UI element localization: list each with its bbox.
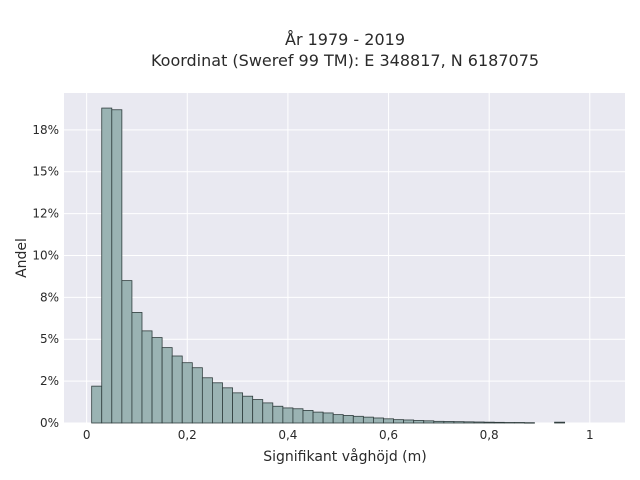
- histogram-bar: [262, 402, 274, 424]
- histogram-bar: [403, 419, 415, 424]
- y-tick-label: 10%: [32, 248, 59, 262]
- y-tick-label: 0%: [40, 416, 59, 430]
- histogram-bar: [171, 355, 183, 424]
- histogram-bar: [322, 412, 334, 424]
- y-tick-label: 5%: [40, 332, 59, 346]
- x-axis-label: Signifikant våghöjd (m): [263, 448, 426, 465]
- y-axis-label: Andel: [14, 238, 30, 278]
- histogram-bar: [292, 408, 304, 424]
- histogram-bar: [523, 422, 535, 424]
- y-tick-label: 8%: [40, 290, 59, 304]
- histogram-bar: [232, 392, 244, 424]
- histogram-bar: [131, 312, 143, 424]
- histogram-bar: [201, 377, 213, 424]
- histogram-bar: [423, 420, 435, 424]
- tick-labels: 0% 2% 5% 8% 10% 12% 15% 18% 0 0,2 0,4 0,6 0,8 1: [32, 123, 593, 442]
- y-tick-label: 18%: [32, 123, 59, 137]
- histogram-bar: [302, 410, 314, 424]
- histogram-bar: [111, 109, 123, 424]
- histogram-bar: [91, 385, 103, 424]
- histogram-bar: [503, 422, 515, 424]
- histogram-bar: [242, 395, 254, 424]
- histogram-bar: [413, 420, 425, 424]
- histogram-bar: [463, 421, 475, 424]
- histogram-bar: [181, 362, 193, 424]
- histogram-bar: [513, 422, 525, 424]
- chart-title-line2: Koordinat (Sweref 99 TM): E 348817, N 61…: [151, 51, 539, 70]
- histogram-bar: [312, 411, 324, 424]
- histogram-bar: [493, 421, 505, 424]
- x-tick-label: 0,2: [178, 428, 197, 442]
- histogram-bar: [373, 417, 384, 424]
- histogram-bars: [91, 107, 566, 424]
- histogram-bar: [101, 107, 113, 424]
- histogram-bar: [352, 415, 364, 424]
- histogram-bar: [282, 407, 294, 424]
- histogram-bar: [222, 387, 233, 424]
- y-tick-label: 12%: [32, 207, 59, 221]
- histogram-bar: [121, 280, 133, 424]
- histogram-bar: [554, 421, 566, 424]
- histogram-bar: [473, 421, 485, 424]
- histogram-bar: [483, 421, 495, 424]
- histogram-bar: [272, 405, 284, 424]
- y-tick-label: 2%: [40, 374, 59, 388]
- histogram-bar: [332, 414, 344, 424]
- histogram-bar: [141, 330, 153, 424]
- chart-title-line1: År 1979 - 2019: [285, 30, 405, 49]
- histogram-bar: [151, 337, 163, 424]
- histogram-bar: [443, 421, 455, 424]
- histogram-bar: [161, 347, 173, 424]
- x-tick-label: 0,6: [379, 428, 398, 442]
- x-tick-label: 1: [586, 428, 594, 442]
- histogram-bar: [362, 416, 374, 424]
- histogram-bar: [191, 367, 203, 424]
- histogram-bar: [383, 418, 394, 424]
- histogram-bar: [212, 382, 223, 424]
- histogram-bar: [342, 415, 354, 424]
- x-tick-label: 0,4: [278, 428, 297, 442]
- histogram-bar: [252, 399, 264, 424]
- x-tick-label: 0,8: [480, 428, 499, 442]
- histogram-bar: [453, 421, 465, 424]
- histogram-bar: [433, 420, 445, 424]
- y-tick-label: 15%: [32, 165, 59, 179]
- histogram-bar: [393, 419, 405, 424]
- x-tick-label: 0: [83, 428, 91, 442]
